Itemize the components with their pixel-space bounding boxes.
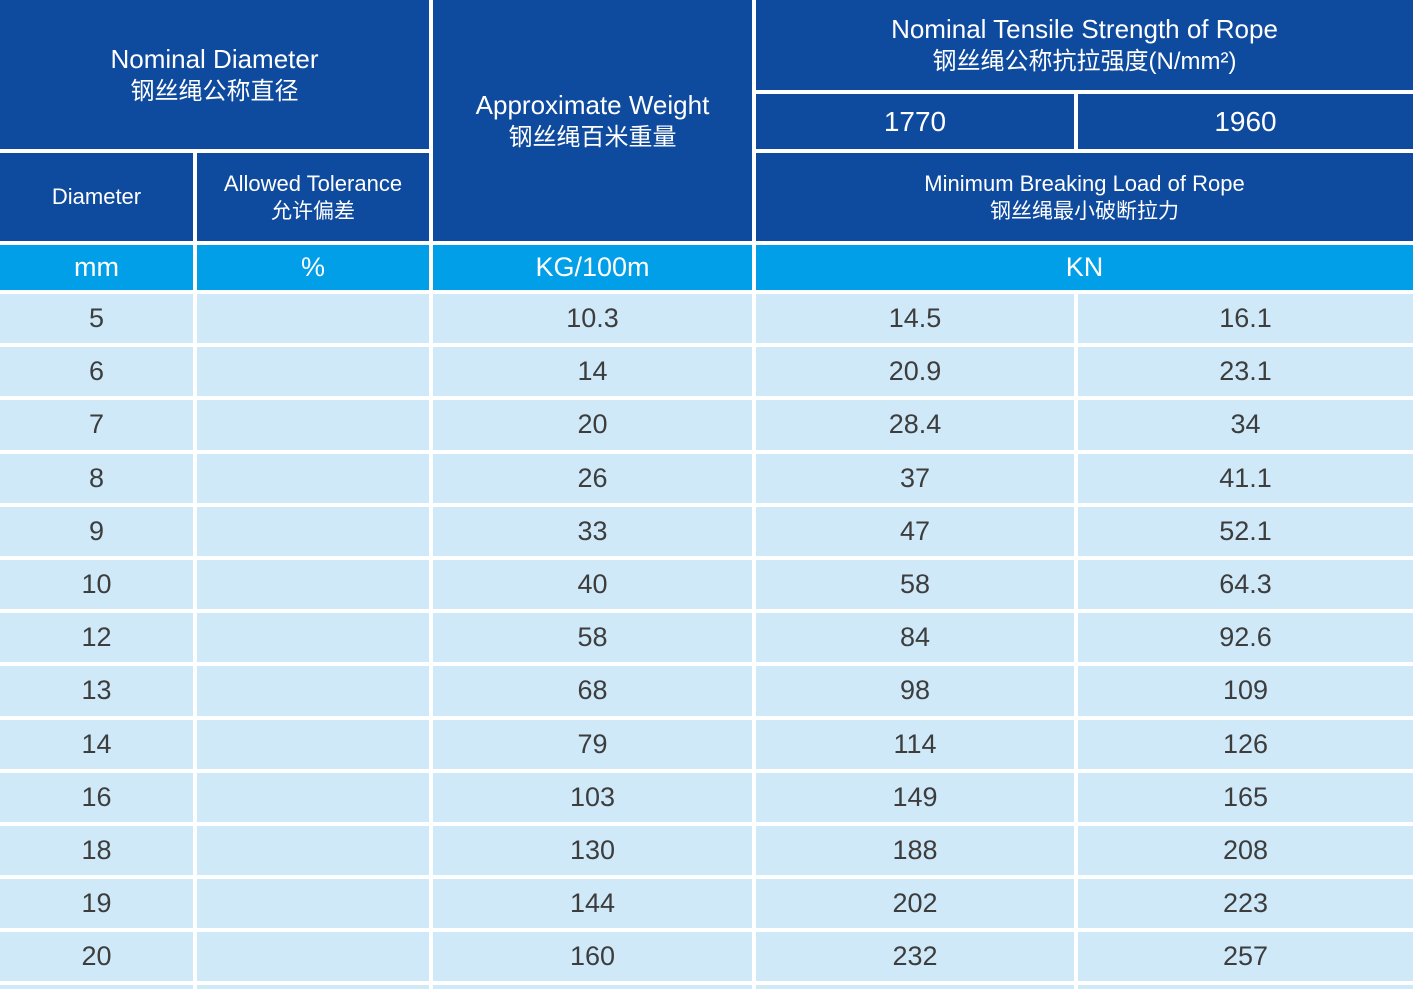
- cell-load-1770: 149: [756, 772, 1074, 822]
- cell-load-1770: 84: [756, 613, 1074, 663]
- cell-tolerance: [197, 559, 429, 610]
- cell-load-1770: 37: [756, 453, 1074, 503]
- cell-tolerance: [197, 932, 429, 982]
- cell-load-1960: 41.1: [1078, 453, 1413, 503]
- header-approximate-weight-en: Approximate Weight: [475, 89, 710, 120]
- header-grade-1960: 1960: [1078, 94, 1413, 149]
- cell-load-1770: 28.4: [756, 400, 1074, 450]
- cell-tolerance: [197, 453, 429, 503]
- header-breaking-load-zh: 钢丝绳最小破断拉力: [990, 199, 1179, 223]
- cell-load-1960: 165: [1078, 772, 1413, 822]
- unit-percent: %: [197, 245, 429, 290]
- cell-load-1960: 208: [1078, 825, 1413, 876]
- cell-load-1960: 92.6: [1078, 613, 1413, 663]
- cell-load-1770: 202: [756, 879, 1074, 929]
- header-nominal-diameter-zh: 钢丝绳公称直径: [130, 77, 299, 105]
- cell-load-1770: 114: [756, 719, 1074, 769]
- cell-load-1770: 20.9: [756, 347, 1074, 397]
- header-nominal-diameter-en: Nominal Diameter: [110, 43, 319, 74]
- cell-partial-row: [0, 985, 193, 989]
- cell-load-1960: 23.1: [1078, 347, 1413, 397]
- header-allowed-tolerance: Allowed Tolerance 允许偏差: [197, 153, 429, 241]
- cell-partial-row: [756, 985, 1074, 989]
- cell-weight: 68: [433, 666, 752, 716]
- cell-load-1960: 34: [1078, 400, 1413, 450]
- cell-load-1960: 223: [1078, 879, 1413, 929]
- cell-load-1960: 109: [1078, 666, 1413, 716]
- cell-load-1960: 64.3: [1078, 559, 1413, 610]
- unit-kg-per-100m: KG/100m: [433, 245, 752, 290]
- unit-kn: KN: [756, 245, 1413, 290]
- cell-weight: 79: [433, 719, 752, 769]
- cell-diameter: 5: [0, 294, 193, 344]
- cell-diameter: 9: [0, 506, 193, 556]
- cell-weight: 103: [433, 772, 752, 822]
- cell-diameter: 13: [0, 666, 193, 716]
- cell-diameter: 14: [0, 719, 193, 769]
- cell-tolerance: [197, 719, 429, 769]
- cell-load-1770: 47: [756, 506, 1074, 556]
- header-breaking-load: Minimum Breaking Load of Rope 钢丝绳最小破断拉力: [756, 153, 1413, 241]
- cell-tolerance: [197, 347, 429, 397]
- header-diameter: Diameter: [0, 153, 193, 241]
- header-breaking-load-en: Minimum Breaking Load of Rope: [924, 170, 1245, 196]
- header-tensile-strength-zh: 钢丝绳公称抗拉强度(N/mm²): [932, 48, 1237, 75]
- cell-diameter: 12: [0, 613, 193, 663]
- cell-tolerance: [197, 825, 429, 876]
- cell-tolerance: [197, 400, 429, 450]
- cell-tolerance: [197, 772, 429, 822]
- header-tensile-strength-en: Nominal Tensile Strength of Rope: [891, 14, 1278, 44]
- cell-load-1770: 188: [756, 825, 1074, 876]
- cell-tolerance: [197, 613, 429, 663]
- cell-tolerance: [197, 879, 429, 929]
- header-approximate-weight-zh: 钢丝绳百米重量: [508, 123, 677, 151]
- cell-weight: 14: [433, 347, 752, 397]
- cell-load-1770: 14.5: [756, 294, 1074, 344]
- cell-diameter: 6: [0, 347, 193, 397]
- cell-diameter: 16: [0, 772, 193, 822]
- cell-diameter: 19: [0, 879, 193, 929]
- cell-weight: 130: [433, 825, 752, 876]
- cell-diameter: 10: [0, 559, 193, 610]
- cell-diameter: 18: [0, 825, 193, 876]
- cell-diameter: 7: [0, 400, 193, 450]
- cell-weight: 26: [433, 453, 752, 503]
- cell-partial-row: [197, 985, 429, 989]
- cell-load-1960: 16.1: [1078, 294, 1413, 344]
- cell-load-1770: 58: [756, 559, 1074, 610]
- header-allowed-tolerance-en: Allowed Tolerance: [223, 170, 403, 196]
- cell-tolerance: [197, 666, 429, 716]
- cell-tolerance: [197, 506, 429, 556]
- cell-weight: 10.3: [433, 294, 752, 344]
- header-tensile-strength: Nominal Tensile Strength of Rope 钢丝绳公称抗拉…: [756, 0, 1413, 90]
- cell-weight: 40: [433, 559, 752, 610]
- cell-weight: 33: [433, 506, 752, 556]
- cell-load-1770: 98: [756, 666, 1074, 716]
- cell-partial-row: [433, 985, 752, 989]
- cell-weight: 20: [433, 400, 752, 450]
- cell-diameter: 8: [0, 453, 193, 503]
- header-approximate-weight: Approximate Weight 钢丝绳百米重量: [433, 0, 752, 241]
- header-nominal-diameter: Nominal Diameter 钢丝绳公称直径: [0, 0, 429, 149]
- cell-tolerance: [197, 294, 429, 344]
- cell-partial-row: [1078, 985, 1413, 989]
- header-diameter-label: Diameter: [51, 184, 142, 209]
- header-grade-1770: 1770: [756, 94, 1074, 149]
- cell-load-1960: 257: [1078, 932, 1413, 982]
- cell-load-1960: 52.1: [1078, 506, 1413, 556]
- cell-weight: 144: [433, 879, 752, 929]
- header-allowed-tolerance-zh: 允许偏差: [271, 199, 355, 223]
- cell-weight: 160: [433, 932, 752, 982]
- unit-mm: mm: [0, 245, 193, 290]
- cell-diameter: 20: [0, 932, 193, 982]
- cell-load-1960: 126: [1078, 719, 1413, 769]
- cell-load-1770: 232: [756, 932, 1074, 982]
- cell-weight: 58: [433, 613, 752, 663]
